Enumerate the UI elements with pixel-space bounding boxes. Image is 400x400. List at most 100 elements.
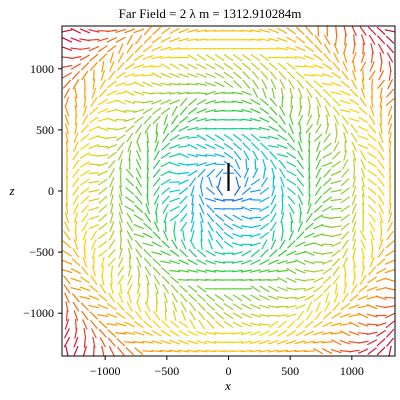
field-arrow <box>145 274 150 286</box>
field-arrow <box>339 323 351 326</box>
field-arrow <box>321 341 333 344</box>
field-arrow <box>136 150 142 161</box>
field-arrow <box>232 134 243 142</box>
field-arrow <box>66 309 68 322</box>
field-arrow <box>126 34 133 45</box>
field-arrow <box>362 69 365 81</box>
field-arrow <box>127 274 133 286</box>
field-arrow <box>154 194 160 206</box>
field-arrow <box>190 221 195 232</box>
field-arrow <box>269 97 278 107</box>
field-arrow <box>376 347 386 356</box>
field-arrow <box>187 340 198 345</box>
field-arrow <box>294 287 306 290</box>
field-arrow <box>315 301 321 312</box>
field-arrow <box>196 340 208 345</box>
field-arrow <box>286 330 297 337</box>
field-arrow <box>249 349 261 353</box>
field-arrow <box>98 178 108 186</box>
field-arrow <box>330 189 342 193</box>
field-arrow <box>341 115 349 125</box>
field-arrow <box>242 142 251 151</box>
field-arrow <box>178 349 190 353</box>
field-arrow <box>267 279 279 281</box>
field-arrow <box>118 257 124 268</box>
field-arrow <box>352 60 356 72</box>
field-arrow <box>187 153 199 158</box>
field-arrow <box>172 301 177 312</box>
field-arrow <box>79 38 91 42</box>
field-arrow <box>152 320 161 329</box>
field-arrow <box>223 214 234 222</box>
field-arrow <box>124 82 136 86</box>
field-arrow <box>295 268 306 274</box>
field-arrow <box>315 168 322 179</box>
field-arrow <box>296 26 305 35</box>
field-arrow <box>115 91 127 95</box>
field-arrow <box>333 43 339 54</box>
field-arrow <box>368 26 377 36</box>
field-arrow <box>376 338 386 347</box>
field-arrow <box>278 124 287 133</box>
field-arrow <box>179 187 189 195</box>
field-arrow <box>152 177 161 187</box>
field-arrow <box>64 212 69 224</box>
x-tick-label: −1000 <box>90 364 121 378</box>
field-arrow <box>259 214 270 221</box>
field-arrow <box>63 275 71 285</box>
field-arrow <box>267 349 279 353</box>
field-arrow <box>240 38 253 41</box>
field-arrow <box>297 87 303 99</box>
field-arrow <box>259 231 270 239</box>
field-arrow <box>133 341 145 344</box>
field-arrow <box>254 158 257 170</box>
field-arrow <box>116 338 126 347</box>
field-arrow <box>340 178 350 187</box>
field-arrow <box>384 277 396 283</box>
field-arrow <box>249 216 262 219</box>
field-arrow <box>388 212 393 224</box>
field-arrow <box>351 212 357 223</box>
field-arrow <box>358 285 368 293</box>
field-arrow <box>169 63 180 70</box>
field-arrow <box>352 230 357 241</box>
field-arrow <box>213 91 226 95</box>
field-arrow <box>179 204 188 214</box>
field-arrow <box>321 73 333 78</box>
field-arrow <box>169 144 180 149</box>
field-arrow <box>351 79 358 90</box>
field-arrow <box>279 79 286 90</box>
field-arrow <box>187 54 198 61</box>
field-arrow <box>107 303 117 311</box>
field-arrow <box>170 284 179 294</box>
field-arrow <box>61 64 73 68</box>
field-arrow <box>340 196 350 204</box>
field-arrow <box>377 177 385 187</box>
field-arrow <box>378 203 384 214</box>
field-arrow <box>178 91 190 95</box>
field-arrow <box>223 294 234 302</box>
field-arrow <box>324 301 331 312</box>
field-arrow <box>143 320 153 329</box>
field-arrow <box>330 180 342 185</box>
field-arrow <box>386 329 395 338</box>
field-arrow <box>241 312 252 319</box>
field-arrow <box>70 47 82 50</box>
field-arrow <box>339 109 351 113</box>
field-arrow <box>90 230 97 241</box>
field-arrow <box>136 301 142 312</box>
field-arrow <box>160 56 172 59</box>
field-arrow <box>267 135 279 140</box>
field-arrow <box>110 194 114 206</box>
field-arrow <box>146 292 149 304</box>
field-arrow <box>82 319 88 330</box>
field-arrow <box>341 231 350 240</box>
field-arrow <box>353 158 356 170</box>
field-arrow <box>92 69 95 81</box>
field-arrow <box>198 319 206 330</box>
field-arrow <box>259 196 270 203</box>
field-arrow <box>169 205 180 212</box>
field-arrow <box>126 212 133 223</box>
field-arrow <box>169 269 181 273</box>
field-arrow <box>307 96 311 108</box>
